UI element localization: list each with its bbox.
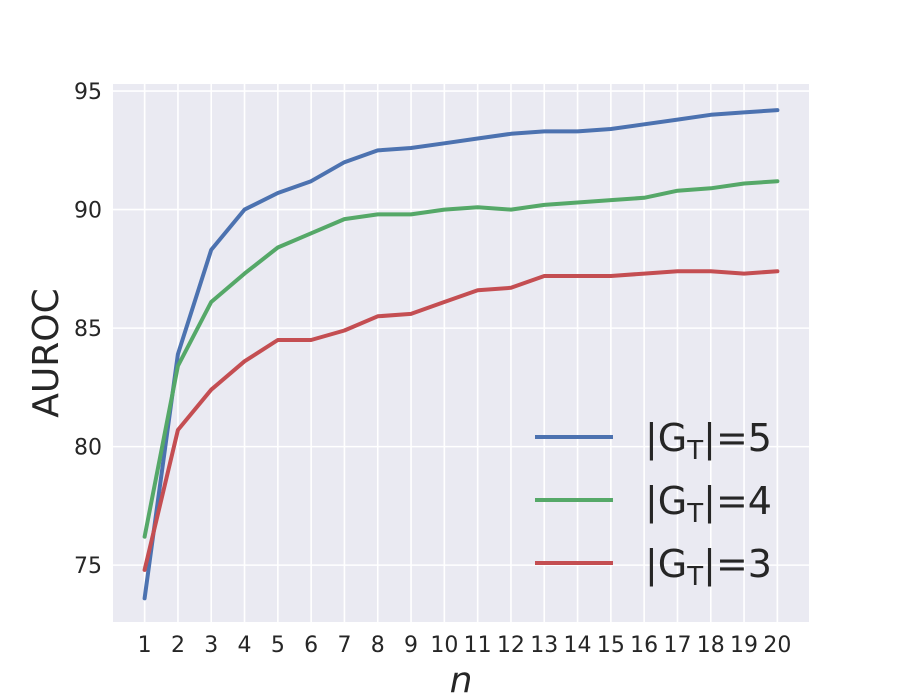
legend-label: |GT|=4 — [645, 479, 772, 529]
y-tick-label: 80 — [74, 436, 102, 461]
x-tick-label: 7 — [337, 633, 351, 658]
x-tick-label: 2 — [171, 633, 185, 658]
x-tick-label: 4 — [238, 633, 252, 658]
x-axis-title: n — [450, 660, 473, 700]
x-tick-label: 17 — [663, 633, 691, 658]
x-tick-label: 15 — [597, 633, 625, 658]
x-tick-labels: 1 2 3 4 5 6 7 8 9 10 11 12 13 14 15 16 17 18 19 20 — [138, 633, 792, 658]
x-tick-label: 18 — [697, 633, 725, 658]
x-tick-label: 11 — [464, 633, 492, 658]
legend-label: |GT|=3 — [645, 542, 772, 592]
x-tick-label: 9 — [404, 633, 418, 658]
series-line — [142, 179, 780, 539]
legend: |GT|=5 |GT|=4 |GT|=3 — [535, 416, 772, 592]
series-line — [142, 269, 780, 572]
grid-lines — [113, 84, 809, 622]
x-tick-label: 1 — [138, 633, 152, 658]
y-tick-label: 85 — [74, 317, 102, 342]
x-tick-label: 14 — [564, 633, 592, 658]
x-tick-label: 12 — [497, 633, 525, 658]
series-line — [142, 108, 780, 601]
y-tick-label: 90 — [74, 199, 102, 224]
y-axis-title: AUROC — [26, 288, 67, 417]
x-tick-label: 5 — [271, 633, 285, 658]
x-tick-label: 19 — [730, 633, 758, 658]
x-tick-label: 10 — [430, 633, 458, 658]
plot-area — [113, 84, 809, 622]
legend-label: |GT|=5 — [645, 416, 772, 466]
x-tick-label: 16 — [630, 633, 658, 658]
y-tick-label: 95 — [74, 80, 102, 105]
x-tick-label: 13 — [530, 633, 558, 658]
series-lines — [142, 108, 780, 601]
x-tick-label: 8 — [371, 633, 385, 658]
x-tick-label: 20 — [763, 633, 791, 658]
x-tick-label: 6 — [304, 633, 318, 658]
x-tick-label: 3 — [204, 633, 218, 658]
y-tick-label: 75 — [74, 554, 102, 579]
y-tick-labels: 75 80 85 90 95 — [74, 80, 102, 579]
